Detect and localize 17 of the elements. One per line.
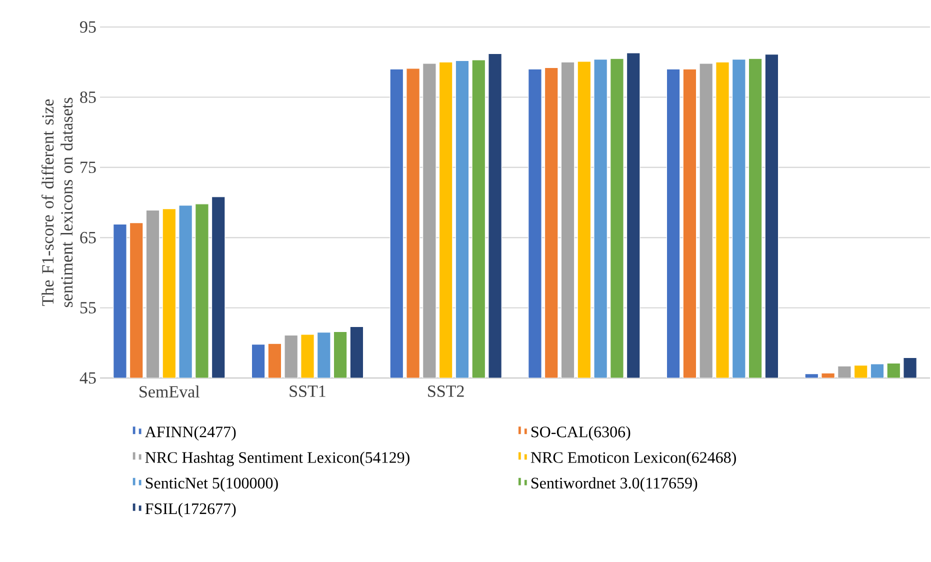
legend-label: SO-CAL(6306): [532, 426, 630, 441]
y-axis-title: The F1-score of different size sentiment lexicons on datasets: [41, 98, 73, 308]
y-tick-label: 75: [80, 162, 96, 174]
x-tick-label: SST2: [428, 386, 464, 397]
x-tick-label: SemEval: [140, 386, 200, 398]
legend-label: AFINN(2477): [145, 426, 236, 441]
y-tick-label: 85: [80, 91, 96, 103]
y-tick-label: 65: [80, 232, 96, 244]
y-tick-label: 45: [80, 372, 96, 384]
legend-label: Sentiwordnet 3.0(117659): [532, 477, 698, 492]
x-tick-label: SST1: [290, 386, 326, 397]
legend-label: SenticNet 5(100000): [146, 477, 278, 492]
legend-label: FSIL(172677): [145, 502, 236, 518]
legend-label: NRC Hashtag Sentiment Lexicon(54129): [145, 452, 410, 466]
legend-label: NRC Emoticon Lexicon(62468): [530, 452, 736, 466]
y-tick-label: 55: [80, 302, 96, 314]
y-tick-label: 95: [80, 21, 96, 33]
